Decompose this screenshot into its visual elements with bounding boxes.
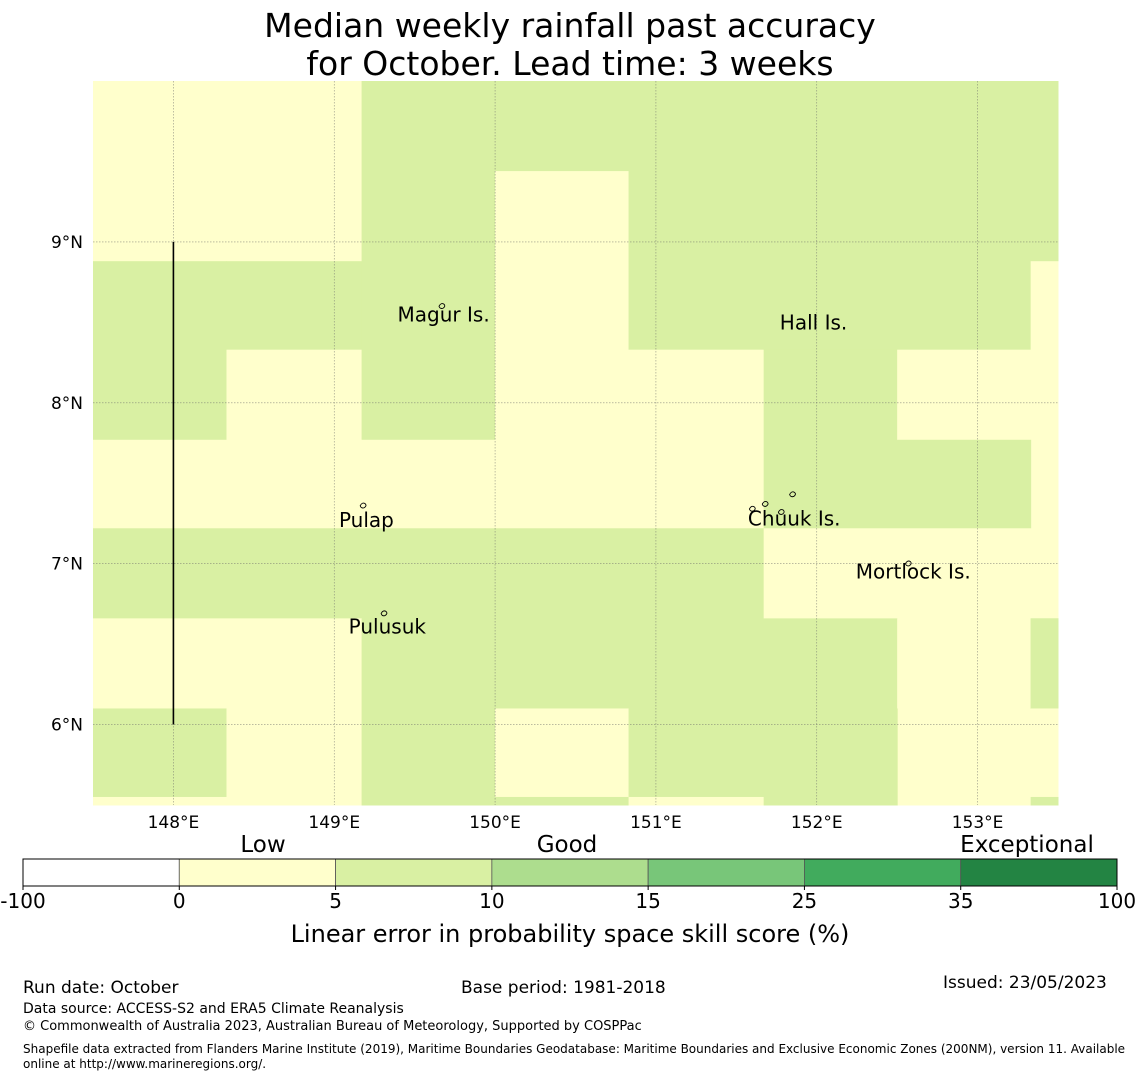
colorbar-category-label: Good: [537, 832, 598, 858]
shapefile-credit-line2: online at http://www.marineregions.org/.: [23, 1057, 267, 1071]
skill-cell-good5: [763, 349, 898, 529]
skill-cell-good5: [93, 261, 227, 441]
map-title-line1: Median weekly rainfall past accuracy: [264, 6, 876, 45]
colorbar-frame: [22, 858, 1118, 887]
lat-tick-label: 9°N: [51, 233, 83, 253]
skill-cell-good5: [628, 81, 1059, 243]
skill-cell-good5: [361, 81, 496, 243]
colorbar-category-label: Exceptional: [960, 832, 1094, 858]
lon-tick-label: 153°E: [952, 813, 1004, 833]
skill-cell-low: [897, 349, 1032, 441]
lon-tick-label: 151°E: [630, 813, 682, 833]
base-period: Base period: 1981-2018: [461, 978, 666, 998]
island-outline: [777, 509, 785, 515]
colorbar-tick-label: 100: [1098, 889, 1136, 913]
island-outline: [380, 610, 388, 617]
colorbar-tick-label: -100: [0, 889, 45, 913]
skill-cell-good5: [1030, 796, 1059, 806]
skill-cell-good5: [628, 708, 765, 798]
place-label: Hall Is.: [780, 310, 847, 334]
skill-cell-good5: [495, 796, 630, 806]
place-label: Pulusuk: [349, 614, 427, 638]
colorbar-tick-label: 0: [173, 889, 186, 913]
lon-tick-label: 149°E: [308, 813, 360, 833]
colorbar-category-label: Low: [240, 832, 285, 858]
skill-cell-good5: [897, 439, 1032, 529]
colorbar-segment: [960, 858, 1118, 887]
skill-cell-good5: [361, 708, 496, 806]
island-outline: [904, 560, 912, 567]
island-outline: [748, 505, 756, 512]
axis-ticks: 148°E 149°E 150°E 151°E 152°E 153°E 9°N 8°N 7°N 6…: [51, 233, 1003, 833]
skill-cell-low: [495, 708, 630, 798]
skill-cell-low: [93, 439, 363, 529]
colorbar-tick-label: 25: [792, 889, 817, 913]
skill-cell-good5: [361, 618, 898, 709]
colorbar-tick-label: 15: [635, 889, 660, 913]
place-label: Pulap: [339, 508, 394, 532]
lon-tick-label: 150°E: [469, 813, 521, 833]
colorbar-tick-label: 10: [479, 889, 504, 913]
colorbar-tick-label: 5: [329, 889, 342, 913]
colorbar-segment: [178, 858, 336, 887]
colorbar-segment: [335, 858, 493, 887]
lon-tick-label: 152°E: [791, 813, 843, 833]
skill-cell-low: [93, 241, 363, 262]
island-outline: [789, 491, 796, 498]
skill-cell-low: [226, 708, 363, 806]
skill-cell-low: [93, 618, 363, 709]
skill-cell-good5: [1030, 241, 1059, 262]
colorbar-segment: [647, 858, 805, 887]
colorbar-segment: [491, 858, 649, 887]
skill-cell-low: [495, 171, 630, 243]
skill-cell-good5: [495, 81, 630, 172]
lat-tick-label: 6°N: [51, 716, 83, 736]
skill-cell-good5: [763, 708, 898, 806]
skill-cell-low: [361, 439, 496, 529]
colorbar-axis-label: Linear error in probability space skill …: [290, 920, 850, 948]
skill-cell-low: [1030, 708, 1059, 798]
shapefile-credit-line1: Shapefile data extracted from Flanders M…: [23, 1042, 1126, 1056]
copyright: © Commonwealth of Australia 2023, Austra…: [23, 1019, 642, 1034]
skill-cell-low: [628, 796, 765, 806]
lat-tick-label: 7°N: [51, 555, 83, 575]
place-label: Chuuk Is.: [748, 507, 841, 531]
graticule: [93, 81, 1058, 805]
issued-date: Issued: 23/05/2023: [943, 973, 1107, 993]
data-source: Data source: ACCESS-S2 and ERA5 Climate …: [23, 1001, 404, 1017]
place-label: Magur Is.: [398, 302, 490, 326]
place-labels: Magur Is. Hall Is. Pulap Chuuk Is. Mortlock …: [339, 302, 971, 638]
skill-cell-low: [628, 349, 765, 529]
skill-cell-good5: [361, 241, 496, 441]
island-outline: [438, 303, 446, 309]
skill-cells: [93, 81, 1059, 806]
lon-tick-label: 148°E: [148, 813, 200, 833]
colorbar: -100 0 5 10 15 25 35 100 Low Good Exceptional: [0, 832, 1136, 913]
skill-cell-good5: [226, 261, 363, 351]
island-outline: [761, 501, 769, 507]
skill-cell-low: [763, 528, 1059, 619]
skill-cell-good5: [93, 708, 227, 798]
colorbar-tick-label: 35: [948, 889, 973, 913]
skill-cell-low: [93, 81, 363, 243]
skill-cell-good5: [763, 241, 1032, 351]
skill-cell-low: [93, 796, 227, 806]
run-date: Run date: October: [23, 978, 179, 998]
colorbar-segment: [22, 858, 180, 887]
skill-cell-good5: [93, 528, 765, 619]
skill-cell-low: [495, 241, 630, 529]
map-title-line2: for October. Lead time: 3 weeks: [306, 44, 834, 83]
skill-cell-good5: [1030, 618, 1059, 709]
skill-cell-good5: [628, 241, 765, 351]
colorbar-segment: [804, 858, 962, 887]
lat-tick-label: 8°N: [51, 394, 83, 414]
skill-cell-low: [1030, 261, 1059, 529]
coastlines: [359, 303, 912, 617]
skill-cell-low: [226, 349, 363, 441]
place-label: Mortlock Is.: [856, 560, 971, 584]
island-outline: [359, 502, 367, 509]
skill-cell-low: [897, 618, 1032, 806]
